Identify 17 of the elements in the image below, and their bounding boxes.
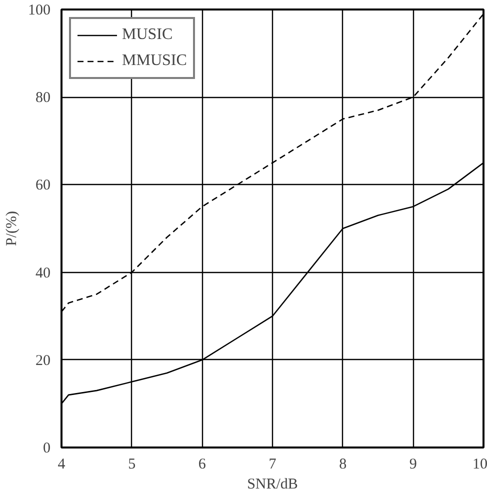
y-tick-label: 100 [28,2,50,18]
legend-label: MMUSIC [122,52,187,70]
x-axis-title: SNR/dB [247,476,298,492]
y-tick-label: 60 [36,178,50,194]
y-tick-label: 0 [43,440,50,456]
x-tick-label: 8 [339,456,347,472]
y-tick-label: 80 [36,90,50,106]
x-tick-label: 7 [268,456,277,472]
y-tick-label: 20 [36,352,50,369]
y-tick-label: 40 [36,265,50,282]
y-axis-title: P/(%) [4,211,20,246]
x-tick-label: 10 [472,456,487,472]
x-tick-label: 5 [128,456,136,472]
legend-label: MUSIC [122,26,173,44]
x-tick-label: 6 [198,456,206,472]
x-tick-label: 4 [58,456,66,472]
x-tick-label: 9 [409,456,417,472]
